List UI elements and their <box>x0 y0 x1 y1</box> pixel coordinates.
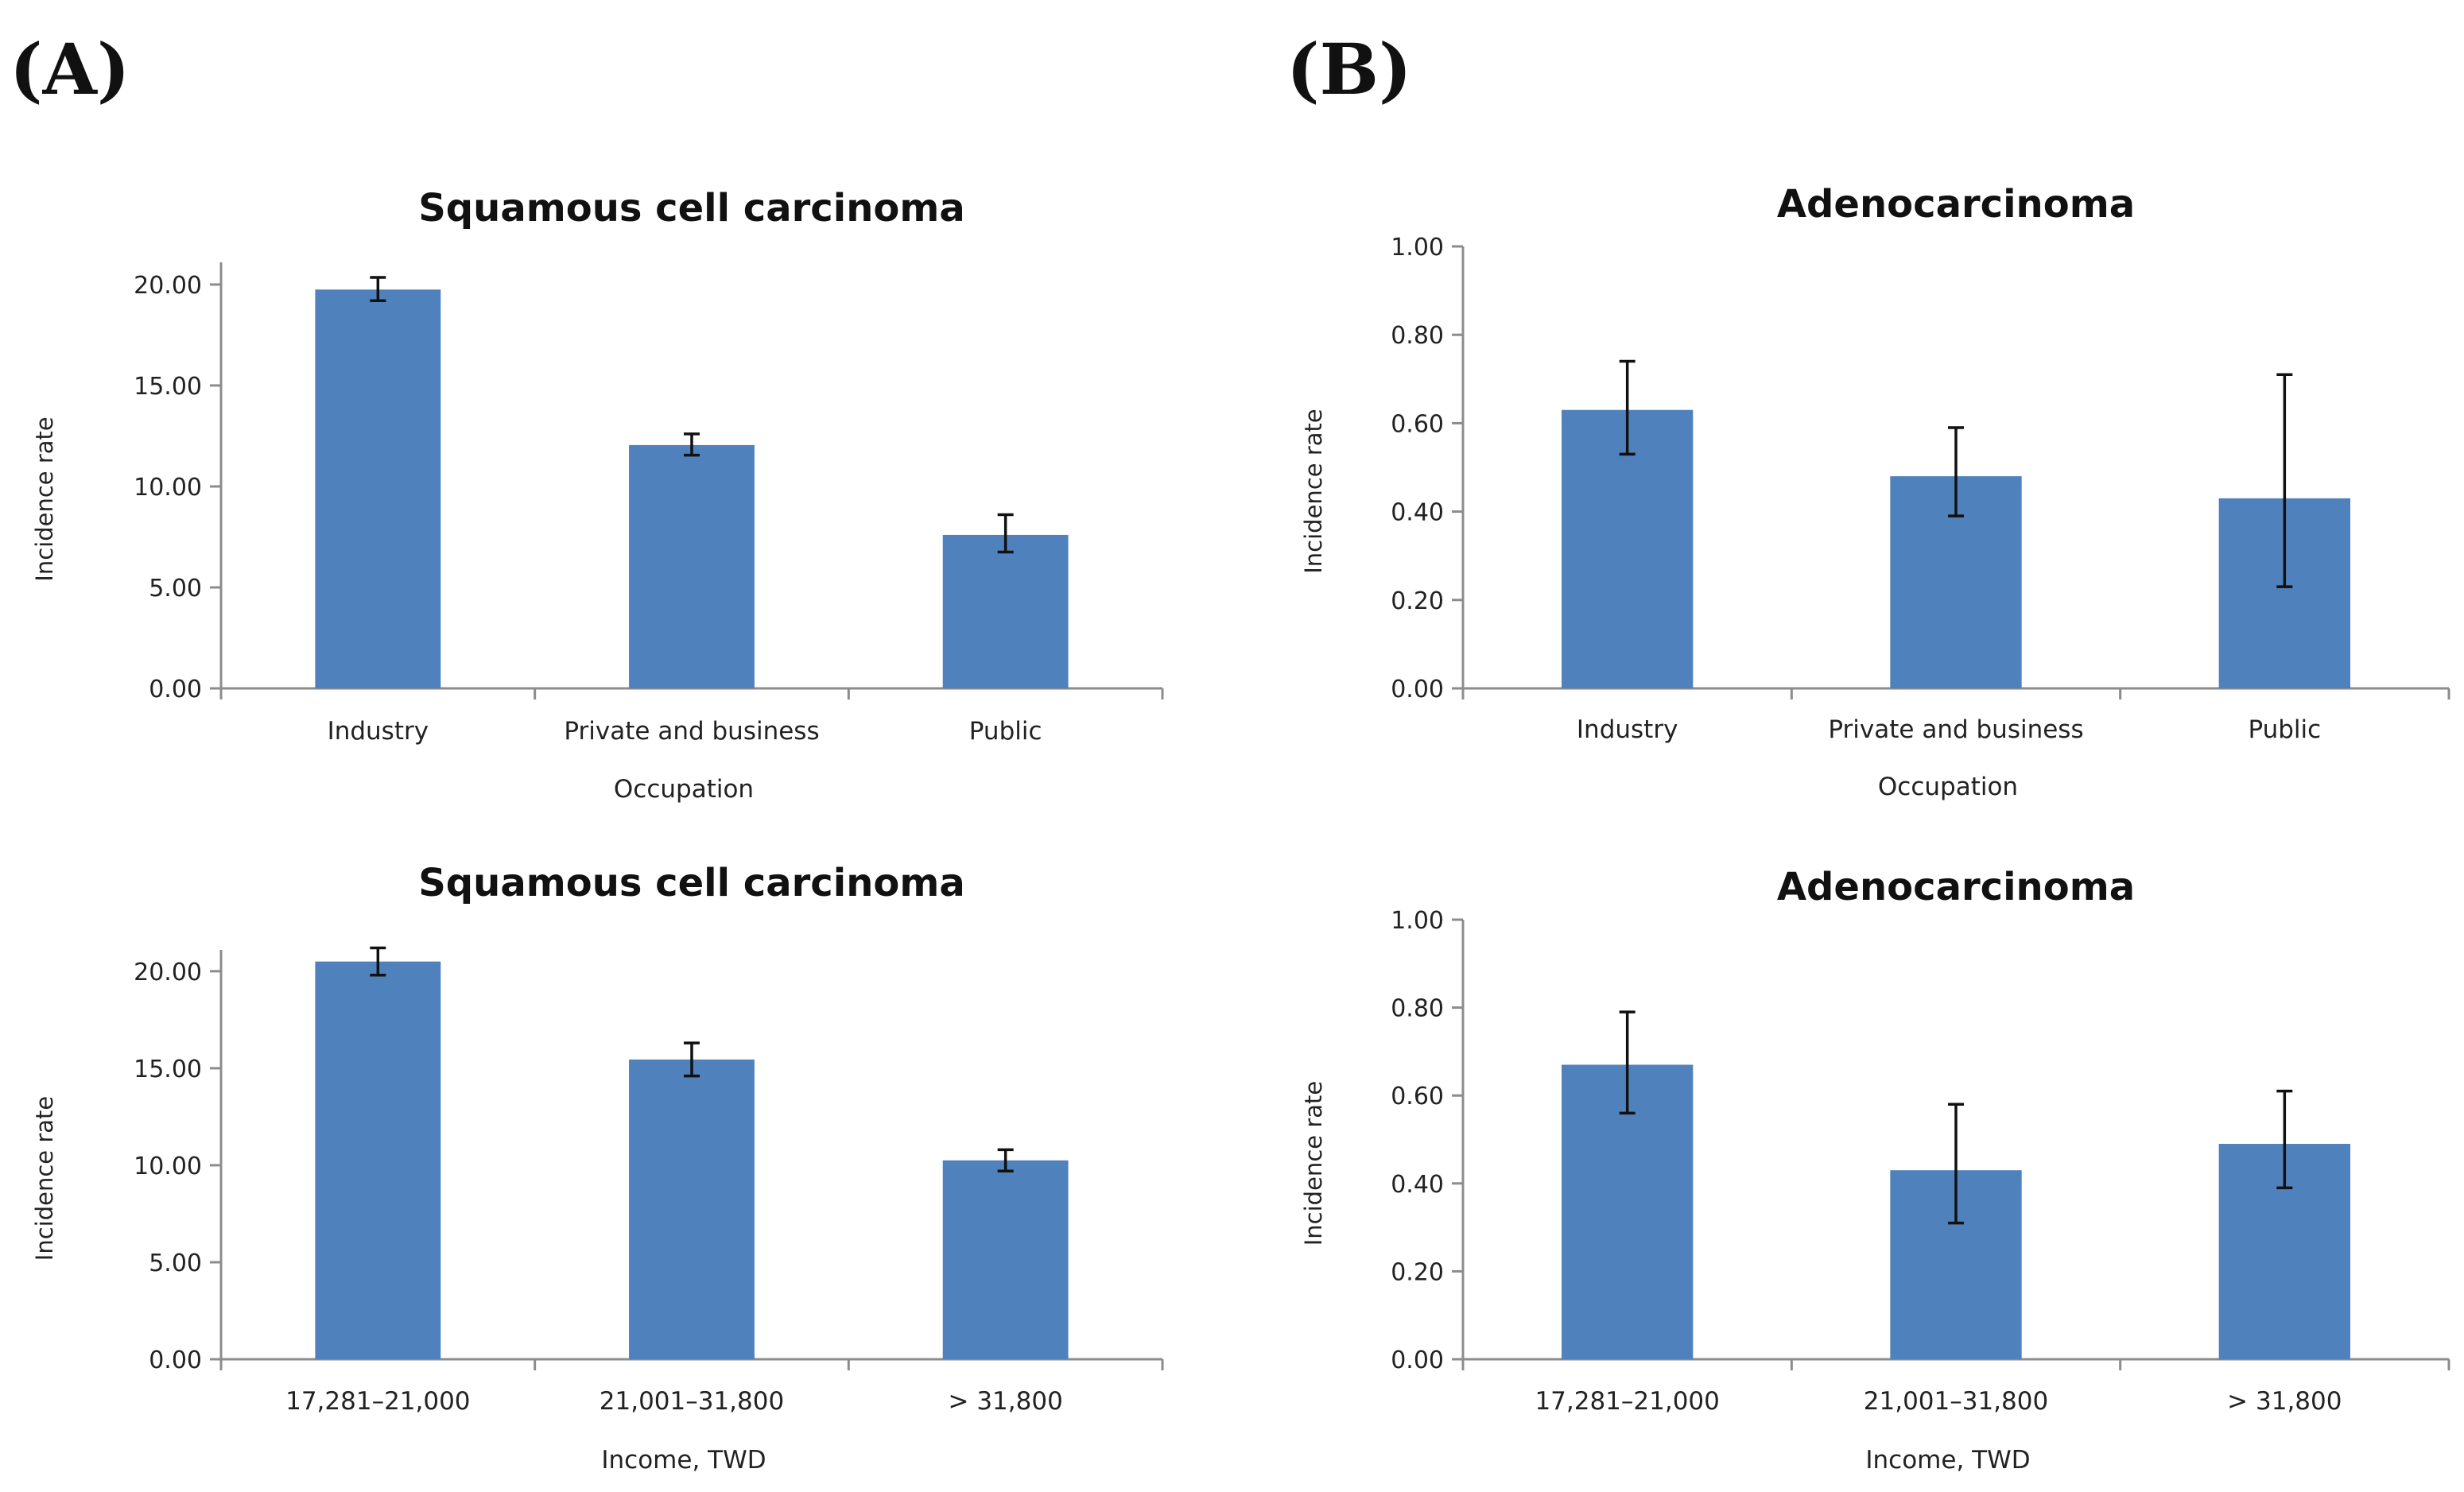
y-tick-label: 5.00 <box>149 1250 202 1277</box>
y-tick-label: 20.00 <box>134 272 202 300</box>
chart-title: Squamous cell carcinoma <box>418 861 965 905</box>
y-tick-label: 0.20 <box>1391 1258 1444 1286</box>
y-tick-label: 0.80 <box>1391 322 1444 350</box>
bar <box>629 444 755 688</box>
y-tick-label: 1.00 <box>1391 907 1444 935</box>
category-label: Industry <box>1577 715 1678 744</box>
y-axis-title: Incidence rate <box>31 417 58 581</box>
category-label: 21,001–31,800 <box>600 1387 784 1416</box>
bar <box>1562 409 1694 688</box>
y-tick-label: 5.00 <box>149 575 202 603</box>
category-label: Private and business <box>1828 715 2083 744</box>
category-label: Industry <box>328 717 429 746</box>
charts-container: Squamous cell carcinoma 0.00 5.00 10.00 15.0… <box>31 182 2450 1475</box>
category-label: 17,281–21,000 <box>1535 1387 1719 1416</box>
chart-title: Squamous cell carcinoma <box>418 186 965 231</box>
y-tick-label: 0.60 <box>1391 1083 1444 1110</box>
category-label: 17,281–21,000 <box>285 1387 470 1416</box>
y-tick-label: 15.00 <box>134 1056 202 1083</box>
chart-4: Adenocarcinoma 0.00 0.20 0.40 0.60 0.80 1.00 17… <box>1300 865 2450 1475</box>
chart-1: Squamous cell carcinoma 0.00 5.00 10.00 15.0… <box>31 186 1164 804</box>
bar <box>942 1160 1069 1359</box>
x-axis-title: Occupation <box>1878 773 2018 801</box>
bar <box>629 1059 755 1359</box>
x-axis-title: Occupation <box>614 775 754 804</box>
y-tick-label: 0.00 <box>149 1347 202 1374</box>
category-label: Public <box>2248 715 2321 744</box>
y-tick-label: 1.00 <box>1391 234 1444 262</box>
panel-label-b: (B) <box>1286 28 1412 110</box>
bar <box>942 534 1069 688</box>
y-tick-label: 10.00 <box>134 1153 202 1180</box>
bar <box>315 289 441 688</box>
category-label: > 31,800 <box>2227 1387 2342 1416</box>
y-tick-label: 0.60 <box>1391 410 1444 438</box>
category-label: > 31,800 <box>949 1387 1063 1416</box>
y-axis-title: Incidence rate <box>1300 1081 1327 1246</box>
chart-title: Adenocarcinoma <box>1777 182 2135 227</box>
y-axis-title: Incidence rate <box>31 1096 58 1261</box>
x-axis-title: Income, TWD <box>601 1446 766 1475</box>
bar <box>315 961 441 1359</box>
x-axis-title: Income, TWD <box>1865 1446 2030 1475</box>
y-tick-label: 0.00 <box>149 676 202 703</box>
y-tick-label: 0.00 <box>1391 676 1444 703</box>
y-tick-label: 20.00 <box>134 959 202 986</box>
chart-title: Adenocarcinoma <box>1777 865 2135 909</box>
y-tick-label: 0.40 <box>1391 1171 1444 1199</box>
y-tick-label: 0.20 <box>1391 587 1444 615</box>
chart-3: Squamous cell carcinoma 0.00 5.00 10.00 15.0… <box>31 861 1164 1475</box>
y-tick-label: 15.00 <box>134 373 202 401</box>
y-tick-label: 10.00 <box>134 474 202 502</box>
y-tick-label: 0.40 <box>1391 499 1444 527</box>
category-label: Public <box>969 717 1042 746</box>
category-label: 21,001–31,800 <box>1864 1387 2048 1416</box>
category-label: Private and business <box>564 717 819 746</box>
y-axis-title: Incidence rate <box>1300 409 1327 573</box>
panel-label-a: (A) <box>10 28 130 110</box>
y-tick-label: 0.80 <box>1391 995 1444 1023</box>
chart-2: Adenocarcinoma 0.00 0.20 0.40 0.60 0.80 1.00 In… <box>1300 182 2450 801</box>
y-tick-label: 0.00 <box>1391 1347 1444 1374</box>
